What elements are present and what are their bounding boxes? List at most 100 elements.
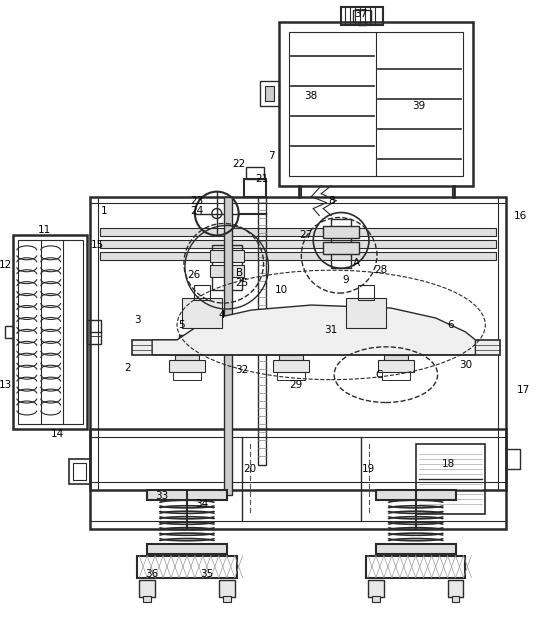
Bar bbox=[366, 556, 466, 578]
Bar bbox=[447, 580, 463, 597]
Text: 25: 25 bbox=[235, 278, 248, 288]
Text: 18: 18 bbox=[442, 459, 455, 469]
Text: 35: 35 bbox=[200, 568, 214, 578]
Text: 16: 16 bbox=[513, 210, 527, 220]
Bar bbox=[69, 459, 91, 484]
Text: 23: 23 bbox=[191, 195, 204, 205]
Text: 10: 10 bbox=[275, 285, 288, 295]
Text: 9: 9 bbox=[343, 275, 349, 285]
Bar bbox=[182, 298, 222, 328]
Bar bbox=[223, 597, 231, 602]
Bar bbox=[72, 463, 87, 480]
Bar bbox=[91, 197, 506, 490]
Bar bbox=[279, 355, 304, 365]
Bar bbox=[376, 544, 456, 554]
Bar bbox=[257, 197, 266, 465]
Bar bbox=[346, 298, 386, 328]
Text: 37: 37 bbox=[355, 9, 368, 19]
Bar bbox=[358, 21, 366, 24]
Bar bbox=[91, 429, 506, 529]
Text: 26: 26 bbox=[187, 270, 200, 280]
Bar bbox=[358, 285, 374, 300]
Bar bbox=[175, 355, 199, 365]
Bar bbox=[194, 285, 210, 300]
Text: 28: 28 bbox=[374, 265, 388, 275]
Bar bbox=[372, 597, 380, 602]
Bar bbox=[212, 245, 242, 290]
Bar bbox=[179, 335, 195, 370]
Bar bbox=[169, 360, 205, 372]
Text: 17: 17 bbox=[517, 384, 530, 394]
Text: 38: 38 bbox=[305, 91, 318, 101]
Bar bbox=[100, 228, 496, 237]
Bar bbox=[388, 335, 404, 370]
Text: 8: 8 bbox=[328, 195, 334, 205]
Bar bbox=[283, 335, 299, 370]
Bar bbox=[384, 355, 408, 365]
Bar bbox=[224, 197, 232, 495]
Bar bbox=[139, 580, 155, 597]
Bar bbox=[451, 597, 460, 602]
Bar bbox=[100, 252, 496, 260]
Text: 29: 29 bbox=[290, 379, 303, 389]
Bar bbox=[260, 81, 279, 106]
Text: 13: 13 bbox=[0, 379, 13, 389]
Bar bbox=[323, 242, 359, 254]
Bar bbox=[273, 360, 309, 372]
Bar bbox=[147, 490, 227, 500]
Text: 12: 12 bbox=[0, 260, 13, 270]
Bar bbox=[277, 372, 305, 379]
Polygon shape bbox=[152, 305, 475, 355]
Text: 31: 31 bbox=[324, 325, 338, 335]
Text: 30: 30 bbox=[459, 360, 472, 370]
Text: 5: 5 bbox=[178, 320, 186, 330]
Text: 34: 34 bbox=[195, 499, 209, 509]
Text: 24: 24 bbox=[191, 205, 204, 215]
Bar bbox=[143, 597, 151, 602]
Bar bbox=[18, 240, 82, 424]
Text: 6: 6 bbox=[447, 320, 454, 330]
Bar bbox=[245, 167, 264, 179]
Bar bbox=[210, 265, 244, 277]
Bar bbox=[244, 179, 266, 197]
Text: 7: 7 bbox=[268, 151, 275, 161]
Bar bbox=[210, 250, 244, 262]
Text: 14: 14 bbox=[51, 429, 64, 439]
Text: 1: 1 bbox=[101, 205, 108, 215]
Text: 39: 39 bbox=[412, 101, 425, 111]
Bar bbox=[368, 580, 384, 597]
Text: 36: 36 bbox=[145, 568, 159, 578]
Text: 20: 20 bbox=[243, 464, 256, 474]
Bar bbox=[382, 372, 410, 379]
Text: 32: 32 bbox=[235, 365, 248, 375]
Text: B: B bbox=[236, 268, 243, 278]
Bar bbox=[376, 490, 456, 500]
Bar bbox=[173, 372, 201, 379]
Bar bbox=[378, 360, 414, 372]
Bar bbox=[137, 556, 237, 578]
Text: C: C bbox=[375, 370, 383, 379]
Bar bbox=[132, 340, 500, 355]
Text: 4: 4 bbox=[219, 310, 225, 320]
Text: 27: 27 bbox=[300, 230, 313, 240]
Bar bbox=[5, 326, 13, 338]
Bar bbox=[13, 235, 87, 429]
Bar bbox=[219, 580, 234, 597]
Bar bbox=[289, 31, 463, 176]
Bar bbox=[265, 86, 274, 101]
Bar bbox=[341, 7, 383, 24]
Text: 2: 2 bbox=[124, 362, 131, 372]
Text: 19: 19 bbox=[361, 464, 374, 474]
Bar bbox=[331, 218, 351, 269]
Text: 21: 21 bbox=[255, 174, 268, 183]
Bar bbox=[323, 227, 359, 239]
Bar bbox=[100, 240, 496, 249]
Text: 11: 11 bbox=[38, 225, 52, 235]
Bar bbox=[506, 449, 520, 469]
Bar bbox=[279, 21, 473, 186]
Text: 15: 15 bbox=[91, 240, 104, 250]
Bar bbox=[87, 320, 102, 344]
Text: 33: 33 bbox=[155, 491, 169, 501]
Text: A: A bbox=[352, 259, 360, 269]
Text: 3: 3 bbox=[134, 315, 141, 325]
